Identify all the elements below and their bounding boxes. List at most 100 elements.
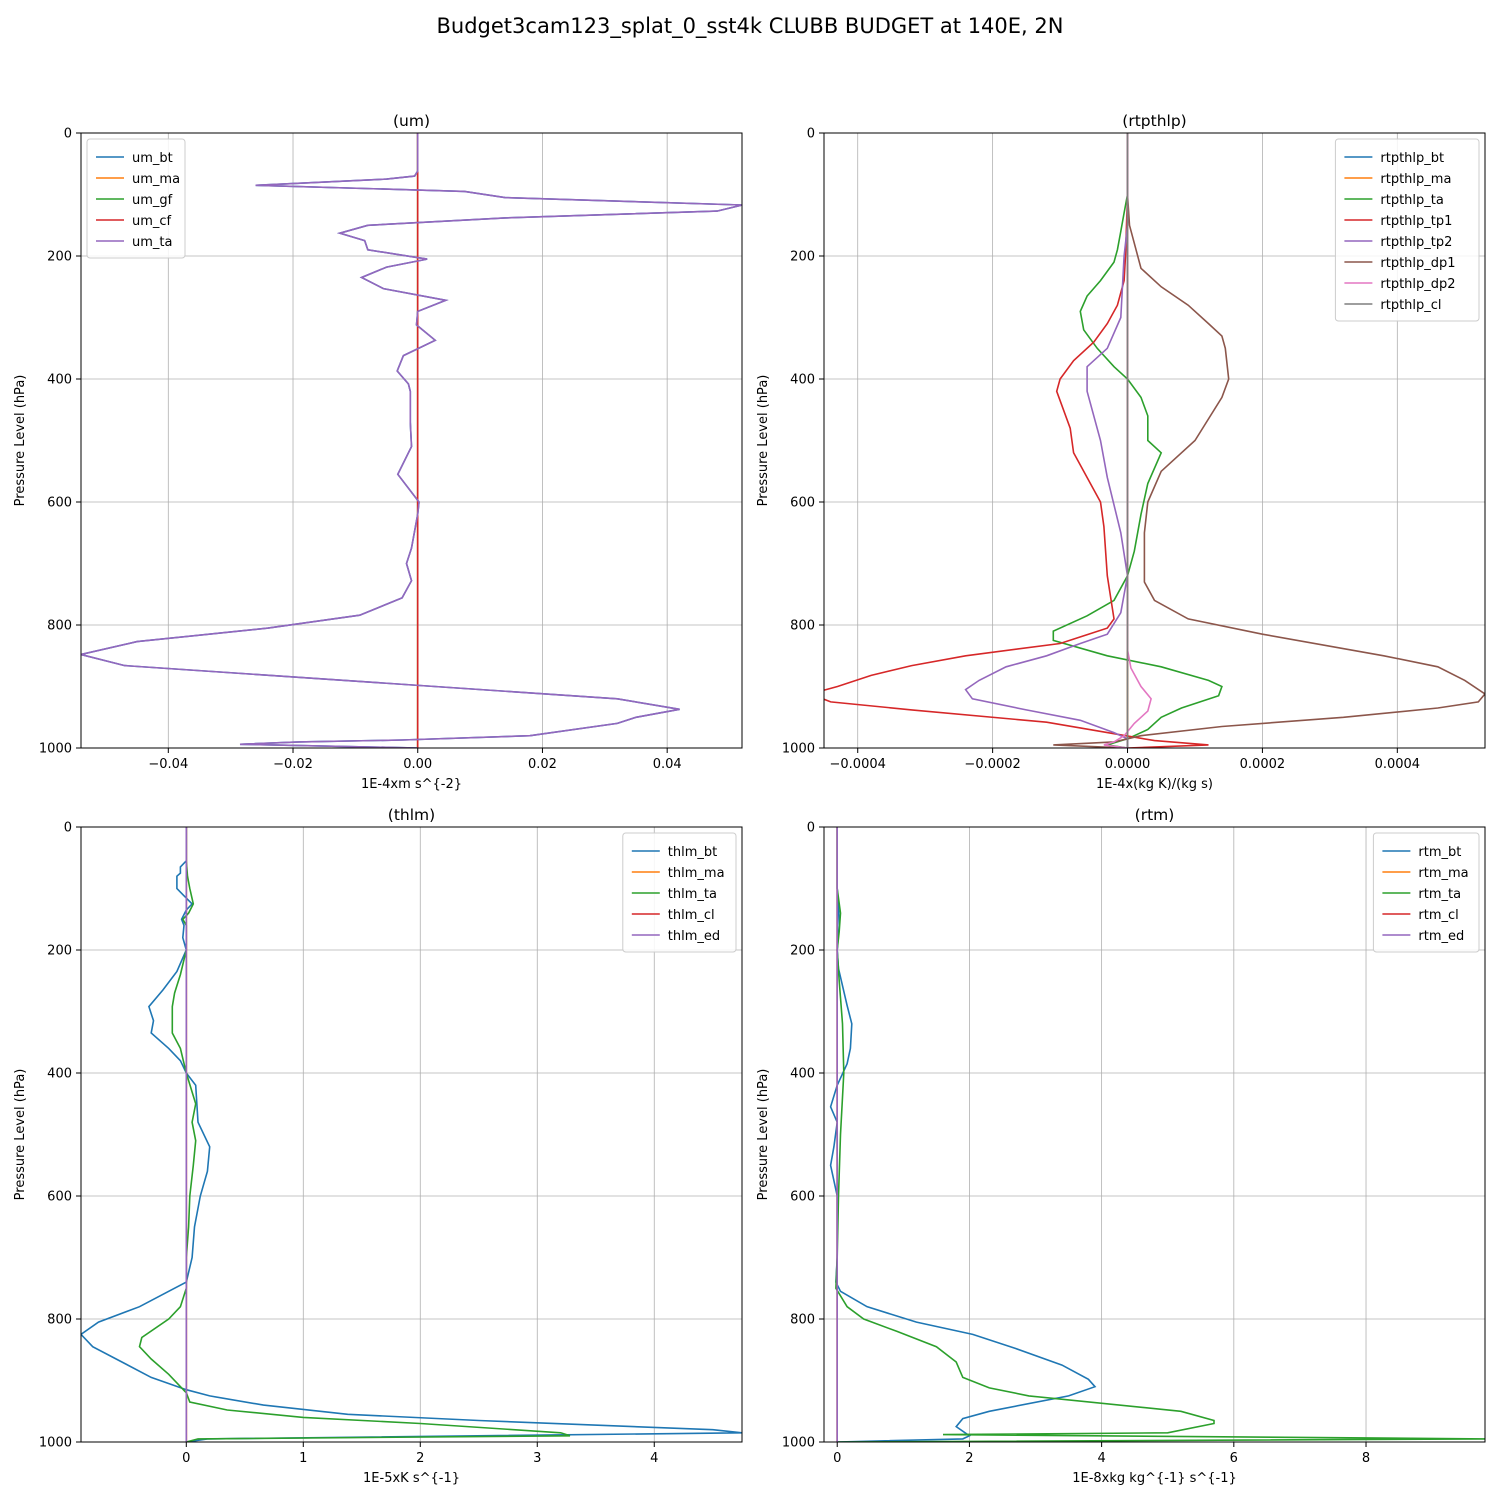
legend-label: rtpthlp_tp2 bbox=[1380, 235, 1452, 250]
y-tick-label: 600 bbox=[790, 1190, 815, 1205]
legend: thlm_bt thlm_ma thlm_ta thlm_cl thlm_ed bbox=[622, 832, 737, 953]
y-tick-label: 0 bbox=[64, 127, 72, 142]
x-tick-label: 0 bbox=[833, 1451, 841, 1466]
y-tick-label: 0 bbox=[64, 821, 72, 836]
x-axis-label: 1E-8xkg kg^{-1} s^{-1} bbox=[1072, 1471, 1237, 1486]
subplot-4: rtm_bt rtm_ma rtm_ta rtm_cl rtm_ed bbox=[819, 826, 1486, 1447]
legend-label: um_ma bbox=[132, 172, 180, 187]
y-tick-label: 800 bbox=[47, 619, 72, 634]
legend-label: um_cf bbox=[132, 214, 172, 229]
subplot-title: (rtpthlp) bbox=[1122, 112, 1186, 130]
y-tick-label: 800 bbox=[790, 619, 815, 634]
x-axis-label: 1E-5xK s^{-1} bbox=[363, 1471, 460, 1486]
legend-box bbox=[1372, 832, 1480, 953]
x-tick-label: 2 bbox=[965, 1451, 973, 1466]
y-tick-label: 1000 bbox=[39, 1436, 72, 1451]
legend-label: rtm_bt bbox=[1418, 845, 1461, 860]
x-tick-label: 0.0000 bbox=[1105, 757, 1151, 772]
subplot-1: um_bt um_ma um_gf um_cf um_ta bbox=[76, 132, 743, 753]
y-tick-label: 400 bbox=[47, 373, 72, 388]
x-tick-label: −0.0004 bbox=[830, 757, 886, 772]
figure-suptitle: Budget3cam123_splat_0_sst4k CLUBB BUDGET… bbox=[436, 14, 1064, 38]
legend-label: rtpthlp_ta bbox=[1380, 193, 1443, 208]
series-line-rtpthlp_dp2 bbox=[1103, 133, 1152, 748]
x-tick-label: 0.0002 bbox=[1240, 757, 1286, 772]
subplot-title: (rtm) bbox=[1135, 806, 1175, 824]
legend: rtpthlp_bt rtpthlp_ma rtpthlp_ta rtpthlp_tp… bbox=[1334, 138, 1480, 322]
subplot-2: rtpthlp_bt rtpthlp_ma rtpthlp_ta rtpthlp_tp… bbox=[819, 132, 1486, 753]
x-tick-label: 1 bbox=[299, 1451, 307, 1466]
series-line-thlm_ta bbox=[138, 827, 571, 1442]
x-axis-label: 1E-4xm s^{-2} bbox=[361, 777, 462, 792]
legend-box bbox=[86, 138, 186, 259]
y-tick-label: 400 bbox=[47, 1067, 72, 1082]
y-tick-label: 200 bbox=[47, 944, 72, 959]
x-tick-label: −0.0002 bbox=[964, 757, 1020, 772]
axes-frame bbox=[80, 826, 743, 1443]
legend: rtm_bt rtm_ma rtm_ta rtm_cl rtm_ed bbox=[1372, 832, 1480, 953]
legend-label: rtm_cl bbox=[1418, 908, 1458, 923]
y-tick-label: 1000 bbox=[782, 1436, 815, 1451]
axes-frame bbox=[823, 132, 1486, 749]
y-tick-label: 1000 bbox=[782, 742, 815, 757]
y-tick-label: 600 bbox=[47, 496, 72, 511]
x-tick-label: 0.0004 bbox=[1375, 757, 1421, 772]
subplot-title: (thlm) bbox=[388, 806, 435, 824]
y-tick-label: 200 bbox=[790, 944, 815, 959]
legend-label: rtpthlp_ma bbox=[1380, 172, 1451, 187]
legend-label: rtpthlp_dp2 bbox=[1380, 277, 1455, 292]
y-tick-label: 0 bbox=[807, 127, 815, 142]
x-tick-label: 2 bbox=[416, 1451, 424, 1466]
legend-label: thlm_ed bbox=[668, 929, 720, 944]
y-tick-label: 600 bbox=[790, 496, 815, 511]
legend-label: rtpthlp_dp1 bbox=[1380, 256, 1455, 271]
legend-box bbox=[622, 832, 737, 953]
legend-label: thlm_cl bbox=[668, 908, 715, 923]
legend-label: um_ta bbox=[132, 235, 172, 250]
x-tick-label: 4 bbox=[1097, 1451, 1105, 1466]
y-tick-label: 0 bbox=[807, 821, 815, 836]
series-line-rtpthlp_tp1 bbox=[824, 133, 1209, 748]
y-axis-label: Pressure Level (hPa) bbox=[756, 1069, 771, 1201]
subplot-title: (um) bbox=[393, 112, 430, 130]
y-axis-label: Pressure Level (hPa) bbox=[756, 375, 771, 507]
legend-label: um_bt bbox=[132, 151, 173, 166]
legend-label: um_gf bbox=[132, 193, 173, 208]
legend-label: rtpthlp_bt bbox=[1380, 151, 1444, 166]
legend-label: rtm_ta bbox=[1418, 887, 1461, 902]
y-axis-label: Pressure Level (hPa) bbox=[13, 375, 28, 507]
legend-label: rtpthlp_cl bbox=[1380, 298, 1441, 313]
series-line-rtpthlp_tp2 bbox=[964, 133, 1129, 748]
legend-label: rtpthlp_tp1 bbox=[1380, 214, 1452, 229]
x-axis-label: 1E-4x(kg K)/(kg s) bbox=[1096, 777, 1213, 792]
y-tick-label: 400 bbox=[790, 1067, 815, 1082]
x-tick-label: 8 bbox=[1362, 1451, 1370, 1466]
series-line-rtpthlp_dp1 bbox=[1053, 133, 1485, 748]
x-tick-label: 0.04 bbox=[653, 757, 682, 772]
legend: um_bt um_ma um_gf um_cf um_ta bbox=[86, 138, 186, 259]
y-tick-label: 400 bbox=[790, 373, 815, 388]
x-tick-label: 6 bbox=[1230, 1451, 1238, 1466]
y-tick-label: 1000 bbox=[39, 742, 72, 757]
axes-frame bbox=[823, 826, 1486, 1443]
y-tick-label: 200 bbox=[790, 250, 815, 265]
x-tick-label: 0 bbox=[182, 1451, 190, 1466]
subplot-3: thlm_bt thlm_ma thlm_ta thlm_cl thlm_ed bbox=[76, 826, 743, 1447]
x-tick-label: −0.04 bbox=[148, 757, 188, 772]
y-tick-label: 800 bbox=[47, 1313, 72, 1328]
legend-box bbox=[1334, 138, 1480, 322]
legend-label: thlm_bt bbox=[668, 845, 717, 860]
series-line-um_ta bbox=[81, 133, 742, 748]
x-tick-label: 4 bbox=[650, 1451, 658, 1466]
x-tick-label: 0.02 bbox=[528, 757, 557, 772]
legend-label: rtm_ma bbox=[1418, 866, 1468, 881]
y-tick-label: 600 bbox=[47, 1190, 72, 1205]
series-line-rtm_bt bbox=[829, 827, 1097, 1442]
y-tick-label: 800 bbox=[790, 1313, 815, 1328]
series-line-thlm_bt bbox=[81, 827, 742, 1442]
y-axis-label: Pressure Level (hPa) bbox=[13, 1069, 28, 1201]
legend-label: rtm_ed bbox=[1418, 929, 1464, 944]
legend-label: thlm_ma bbox=[668, 866, 725, 881]
axes-frame bbox=[80, 132, 743, 749]
